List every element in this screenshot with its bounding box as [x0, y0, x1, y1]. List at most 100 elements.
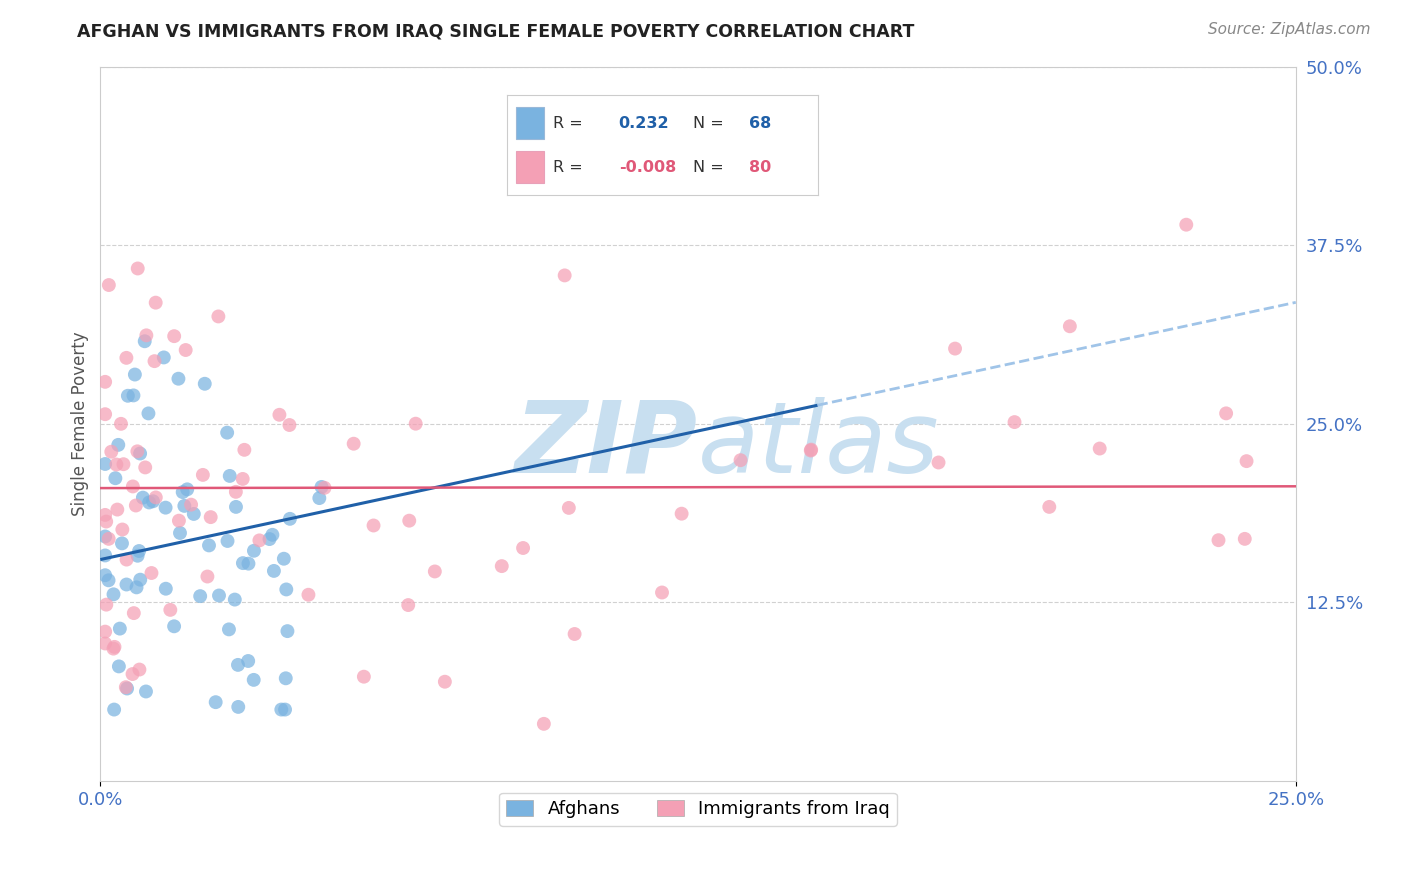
Point — [278, 417, 301, 432]
Point — [671, 507, 693, 521]
Point — [128, 544, 150, 558]
Point — [105, 458, 128, 472]
Point — [800, 442, 823, 457]
Point — [103, 641, 125, 656]
Point — [218, 623, 240, 637]
Point — [122, 606, 145, 620]
Point — [163, 329, 186, 343]
Point — [558, 500, 581, 515]
Point — [208, 589, 231, 603]
Text: ZIP: ZIP — [515, 397, 697, 494]
Point — [134, 460, 156, 475]
Point — [96, 515, 118, 529]
Point — [114, 680, 136, 694]
Point — [103, 640, 125, 654]
Point — [94, 529, 117, 543]
Point — [1004, 415, 1026, 429]
Point — [107, 438, 129, 452]
Point — [232, 556, 254, 570]
Point — [97, 278, 120, 293]
Y-axis label: Single Female Poverty: Single Female Poverty — [72, 332, 89, 516]
Point — [104, 471, 127, 485]
Point — [115, 681, 138, 696]
Point — [138, 495, 160, 509]
Point — [97, 532, 120, 546]
Point — [1175, 218, 1198, 232]
Point — [127, 549, 149, 563]
Point — [218, 469, 240, 483]
Point — [308, 491, 330, 505]
Point — [274, 671, 297, 685]
Point — [103, 587, 125, 601]
Point — [238, 654, 260, 668]
Point — [169, 526, 191, 541]
Point — [1038, 500, 1060, 514]
Point — [115, 351, 138, 365]
Point — [274, 702, 297, 716]
Point — [217, 425, 239, 440]
Point — [800, 443, 823, 458]
Point — [225, 484, 247, 499]
Point — [405, 417, 427, 431]
Point — [183, 507, 205, 521]
Point — [512, 541, 534, 555]
Point — [94, 457, 117, 471]
Point — [145, 295, 167, 310]
Point — [145, 491, 167, 505]
Point — [134, 334, 156, 349]
Point — [128, 663, 150, 677]
Point — [94, 636, 117, 650]
Point — [278, 512, 301, 526]
Point — [398, 514, 420, 528]
Point — [111, 523, 134, 537]
Point — [141, 566, 163, 580]
Text: atlas: atlas — [697, 397, 939, 494]
Point — [433, 674, 456, 689]
Point — [1233, 532, 1256, 546]
Point — [135, 684, 157, 698]
Point — [191, 467, 214, 482]
Point — [233, 442, 256, 457]
Point — [1208, 533, 1230, 548]
Point — [226, 699, 249, 714]
Point — [1059, 319, 1081, 334]
Point — [127, 261, 149, 276]
Point — [188, 589, 211, 603]
Point — [198, 538, 221, 552]
Point — [94, 508, 117, 522]
Point — [554, 268, 576, 283]
Point — [129, 446, 152, 460]
Point — [651, 585, 673, 599]
Point — [122, 388, 145, 402]
Point — [200, 510, 222, 524]
Point — [207, 310, 229, 324]
Point — [353, 670, 375, 684]
Point — [105, 502, 128, 516]
Point — [124, 368, 146, 382]
Point — [943, 342, 966, 356]
Point — [243, 543, 266, 558]
Point — [1215, 406, 1237, 420]
Point — [180, 498, 202, 512]
Point — [262, 528, 284, 542]
Point — [94, 568, 117, 582]
Point — [564, 627, 586, 641]
Point — [172, 485, 194, 500]
Point — [314, 481, 336, 495]
Point — [276, 582, 298, 597]
Point — [263, 564, 285, 578]
Point — [276, 624, 298, 639]
Point — [396, 598, 419, 612]
Point — [242, 673, 264, 687]
Point — [100, 444, 122, 458]
Point — [224, 592, 246, 607]
Point — [238, 557, 260, 571]
Point — [249, 533, 271, 548]
Point — [232, 472, 254, 486]
Point — [112, 457, 135, 471]
Point — [533, 716, 555, 731]
Point — [142, 494, 165, 508]
Point — [1236, 454, 1258, 468]
Point — [108, 659, 131, 673]
Point — [143, 354, 166, 368]
